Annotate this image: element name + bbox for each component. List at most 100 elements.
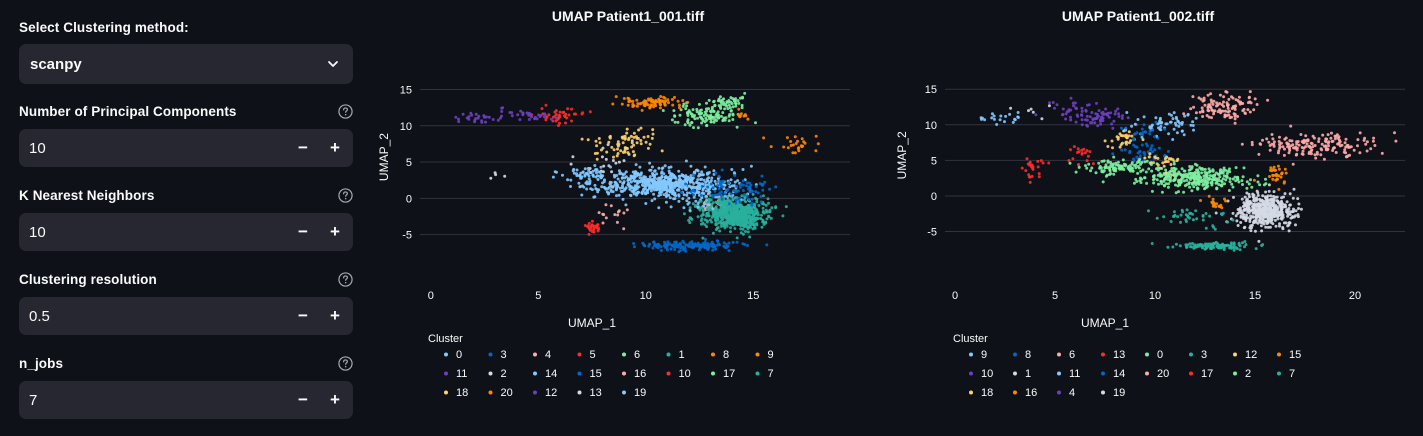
point-cluster-20 — [1267, 140, 1271, 144]
pcs-decrement-button[interactable]: − — [298, 138, 308, 157]
legend-item-16[interactable]: 16 — [622, 368, 646, 380]
legend-item-20[interactable]: 20 — [1145, 368, 1169, 380]
point-cluster-18 — [1155, 162, 1159, 166]
legend-item-18[interactable]: 18 — [444, 387, 468, 399]
point-cluster-0 — [648, 168, 652, 172]
legend-item-13[interactable]: 13 — [1101, 349, 1125, 361]
point-cluster-0 — [1166, 178, 1170, 181]
legend-item-16[interactable]: 16 — [1013, 387, 1037, 399]
legend-item-7[interactable]: 7 — [755, 368, 774, 380]
legend-item-5[interactable]: 5 — [577, 349, 596, 361]
legend-item-3[interactable]: 3 — [488, 349, 507, 361]
legend-item-1[interactable]: 1 — [1013, 368, 1031, 380]
point-cluster-0 — [1174, 191, 1178, 195]
legend-item-6[interactable]: 6 — [622, 349, 640, 361]
legend-item-17[interactable]: 17 — [1189, 368, 1213, 380]
point-cluster-14 — [681, 197, 685, 201]
point-cluster-6 — [695, 110, 699, 114]
legend-item-6[interactable]: 6 — [1057, 349, 1075, 361]
point-cluster-11 — [1175, 117, 1179, 121]
legend-item-7[interactable]: 7 — [1277, 368, 1295, 380]
knn-decrement-button[interactable]: − — [298, 222, 308, 241]
legend-item-10[interactable]: 10 — [969, 368, 993, 380]
point-cluster-7 — [1147, 209, 1150, 213]
point-cluster-18 — [595, 144, 599, 148]
point-cluster-6 — [1230, 107, 1234, 110]
legend-item-1[interactable]: 1 — [666, 349, 685, 361]
legend-item-0[interactable]: 0 — [1145, 349, 1163, 361]
njobs-decrement-button[interactable]: − — [298, 390, 308, 409]
legend-item-14[interactable]: 14 — [533, 368, 557, 380]
legend-item-18[interactable]: 18 — [969, 387, 993, 399]
point-cluster-1 — [1270, 198, 1273, 202]
legend-item-9[interactable]: 9 — [755, 349, 774, 361]
legend-item-4[interactable]: 4 — [1057, 387, 1075, 399]
point-cluster-6 — [1222, 100, 1225, 104]
point-cluster-3 — [702, 244, 706, 248]
point-cluster-1 — [1274, 210, 1278, 214]
legend-item-2[interactable]: 2 — [1233, 368, 1251, 380]
point-cluster-14 — [688, 178, 692, 182]
legend-item-14[interactable]: 14 — [1101, 368, 1125, 380]
point-cluster-7 — [750, 223, 754, 226]
legend-item-15[interactable]: 15 — [1277, 349, 1301, 361]
point-cluster-12 — [1103, 139, 1107, 143]
legend-item-12[interactable]: 12 — [533, 387, 557, 399]
legend-item-19[interactable]: 19 — [1101, 387, 1125, 399]
point-cluster-15 — [763, 180, 767, 184]
pcs-increment-button[interactable]: + — [330, 138, 340, 157]
point-cluster-14 — [677, 169, 681, 173]
legend-item-3[interactable]: 3 — [1189, 349, 1207, 361]
point-cluster-0 — [624, 186, 628, 190]
legend-item-9[interactable]: 9 — [969, 349, 987, 361]
point-cluster-12 — [1119, 143, 1123, 147]
resolution-input[interactable]: 0.5 − + — [19, 297, 353, 335]
help-icon[interactable] — [338, 188, 353, 203]
resolution-increment-button[interactable]: + — [330, 306, 340, 325]
point-cluster-0 — [1228, 167, 1231, 171]
point-cluster-11 — [1176, 119, 1180, 123]
legend-item-11[interactable]: 11 — [444, 368, 467, 380]
legend-item-8[interactable]: 8 — [1013, 349, 1031, 361]
legend-item-12[interactable]: 12 — [1233, 349, 1257, 361]
legend-item-19[interactable]: 19 — [622, 387, 646, 399]
clustering-method-select[interactable]: scanpy — [19, 44, 353, 84]
point-cluster-16 — [613, 213, 617, 217]
legend-item-15[interactable]: 15 — [577, 368, 602, 380]
point-cluster-18 — [580, 137, 584, 141]
legend-item-11[interactable]: 11 — [1057, 368, 1080, 380]
point-cluster-0 — [638, 180, 642, 184]
point-cluster-0 — [1157, 182, 1160, 186]
point-cluster-18 — [1164, 171, 1168, 175]
point-cluster-6 — [695, 107, 699, 111]
legend-item-8[interactable]: 8 — [711, 349, 729, 361]
point-cluster-1 — [1269, 220, 1273, 224]
legend-item-10[interactable]: 10 — [666, 368, 691, 380]
njobs-input[interactable]: 7 − + — [19, 381, 353, 419]
legend-item-2[interactable]: 2 — [488, 368, 507, 380]
point-cluster-1 — [1286, 210, 1290, 214]
knn-increment-button[interactable]: + — [330, 222, 340, 241]
legend-item-0[interactable]: 0 — [444, 349, 462, 361]
point-cluster-0 — [663, 164, 667, 168]
point-cluster-19 — [561, 173, 564, 177]
point-cluster-15 — [719, 193, 723, 197]
point-cluster-10 — [1117, 115, 1121, 118]
pcs-input[interactable]: 10 − + — [19, 129, 353, 167]
legend-item-17[interactable]: 17 — [711, 368, 735, 380]
point-cluster-6 — [712, 120, 716, 124]
resolution-decrement-button[interactable]: − — [298, 306, 308, 325]
point-cluster-3 — [745, 244, 749, 247]
help-icon[interactable] — [338, 356, 353, 371]
njobs-increment-button[interactable]: + — [330, 390, 340, 409]
point-cluster-7 — [1169, 220, 1173, 223]
legend-item-20[interactable]: 20 — [488, 387, 513, 399]
point-cluster-8 — [664, 99, 668, 103]
knn-input[interactable]: 10 − + — [19, 213, 353, 251]
legend-item-13[interactable]: 13 — [577, 387, 602, 399]
legend-item-4[interactable]: 4 — [533, 349, 551, 361]
help-icon[interactable] — [338, 104, 353, 119]
help-icon[interactable] — [338, 272, 353, 287]
